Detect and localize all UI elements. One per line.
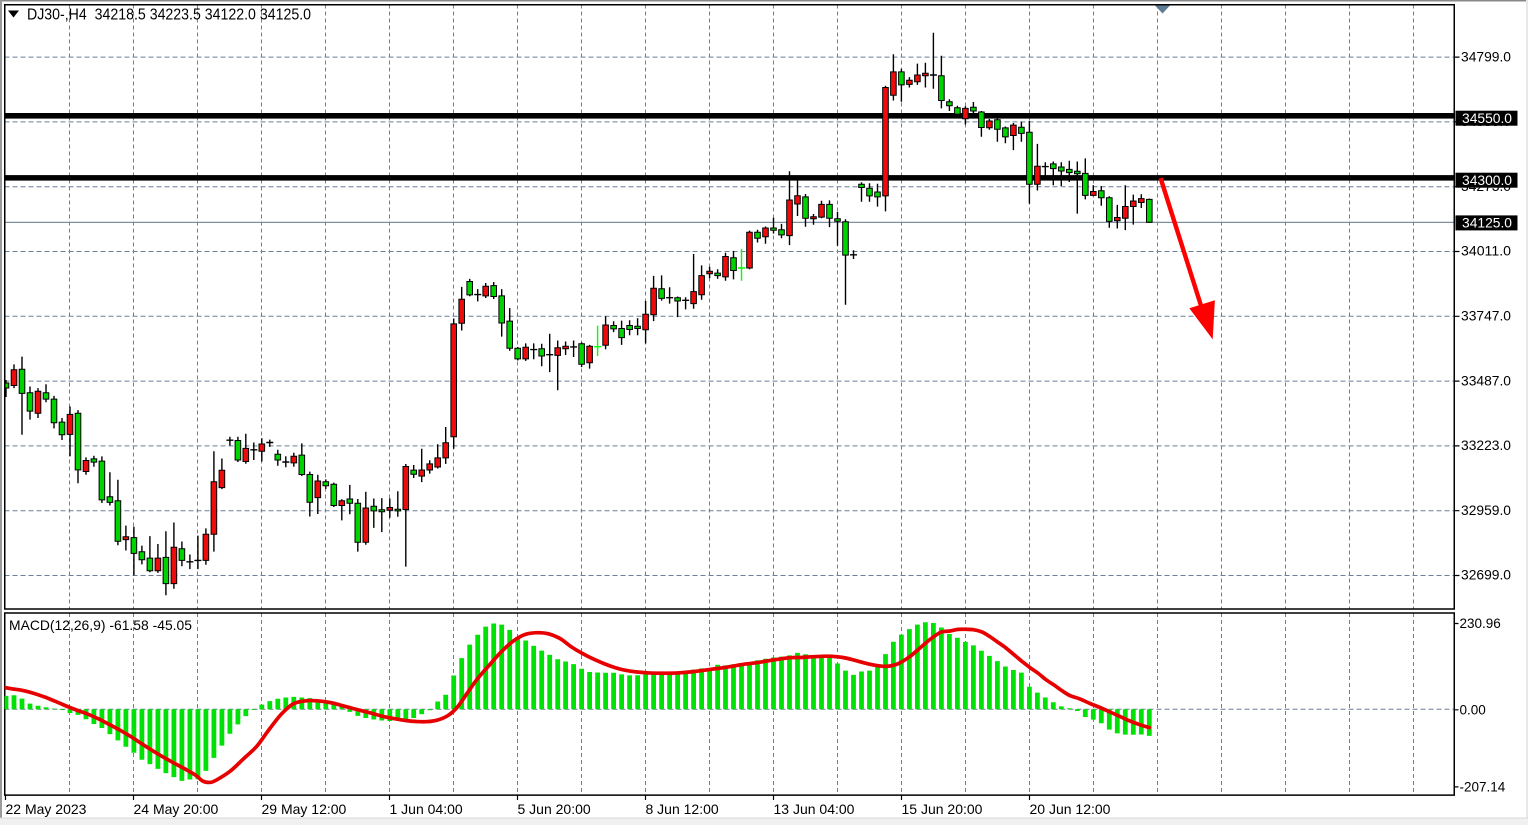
svg-text:230.96: 230.96 — [1460, 616, 1501, 631]
svg-text:22 May 2023: 22 May 2023 — [6, 801, 87, 817]
svg-text:32699.0: 32699.0 — [1461, 568, 1511, 583]
svg-text:32959.0: 32959.0 — [1461, 503, 1511, 518]
svg-text:15 Jun 20:00: 15 Jun 20:00 — [902, 801, 983, 817]
svg-text:24 May 20:00: 24 May 20:00 — [134, 801, 219, 817]
svg-text:13 Jun 04:00: 13 Jun 04:00 — [774, 801, 855, 817]
svg-text:34300.0: 34300.0 — [1462, 173, 1512, 188]
svg-text:DJ30-,H4 34218.5 34223.5 3412: DJ30-,H4 34218.5 34223.5 34122.0 34125.0 — [27, 7, 311, 24]
svg-text:1 Jun 04:00: 1 Jun 04:00 — [390, 801, 463, 817]
svg-text:33747.0: 33747.0 — [1461, 309, 1511, 324]
svg-text:29 May 12:00: 29 May 12:00 — [262, 801, 347, 817]
svg-text:8 Jun 12:00: 8 Jun 12:00 — [646, 801, 719, 817]
svg-text:34011.0: 34011.0 — [1461, 244, 1511, 259]
svg-text:MACD(12,26,9) -61.58 -45.05: MACD(12,26,9) -61.58 -45.05 — [9, 617, 192, 633]
svg-text:33487.0: 33487.0 — [1461, 373, 1511, 388]
svg-text:33223.0: 33223.0 — [1461, 438, 1511, 453]
svg-text:5 Jun 20:00: 5 Jun 20:00 — [518, 801, 591, 817]
svg-text:20 Jun 12:00: 20 Jun 12:00 — [1030, 801, 1111, 817]
svg-text:34125.0: 34125.0 — [1462, 216, 1512, 231]
svg-text:-207.14: -207.14 — [1460, 780, 1506, 795]
svg-text:34550.0: 34550.0 — [1462, 111, 1512, 126]
svg-text:34799.0: 34799.0 — [1461, 49, 1511, 64]
svg-text:0.00: 0.00 — [1460, 703, 1486, 718]
